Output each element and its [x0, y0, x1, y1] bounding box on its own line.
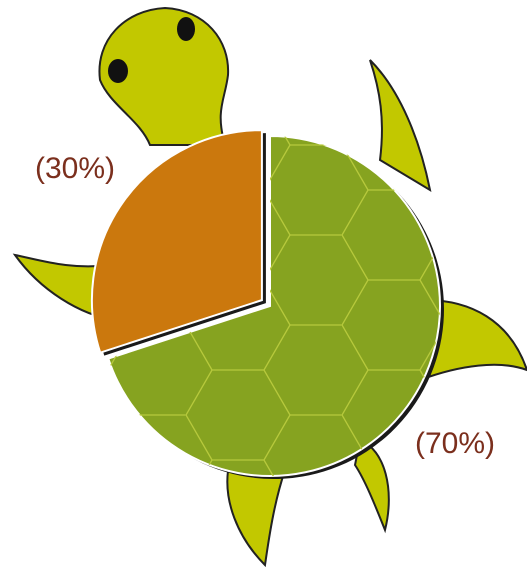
data-label: (30%): [35, 152, 115, 185]
shell-pattern: [108, 136, 441, 476]
turtle-body: [12, 6, 527, 568]
slice: [90, 129, 263, 354]
data-label: (70%): [415, 427, 495, 460]
